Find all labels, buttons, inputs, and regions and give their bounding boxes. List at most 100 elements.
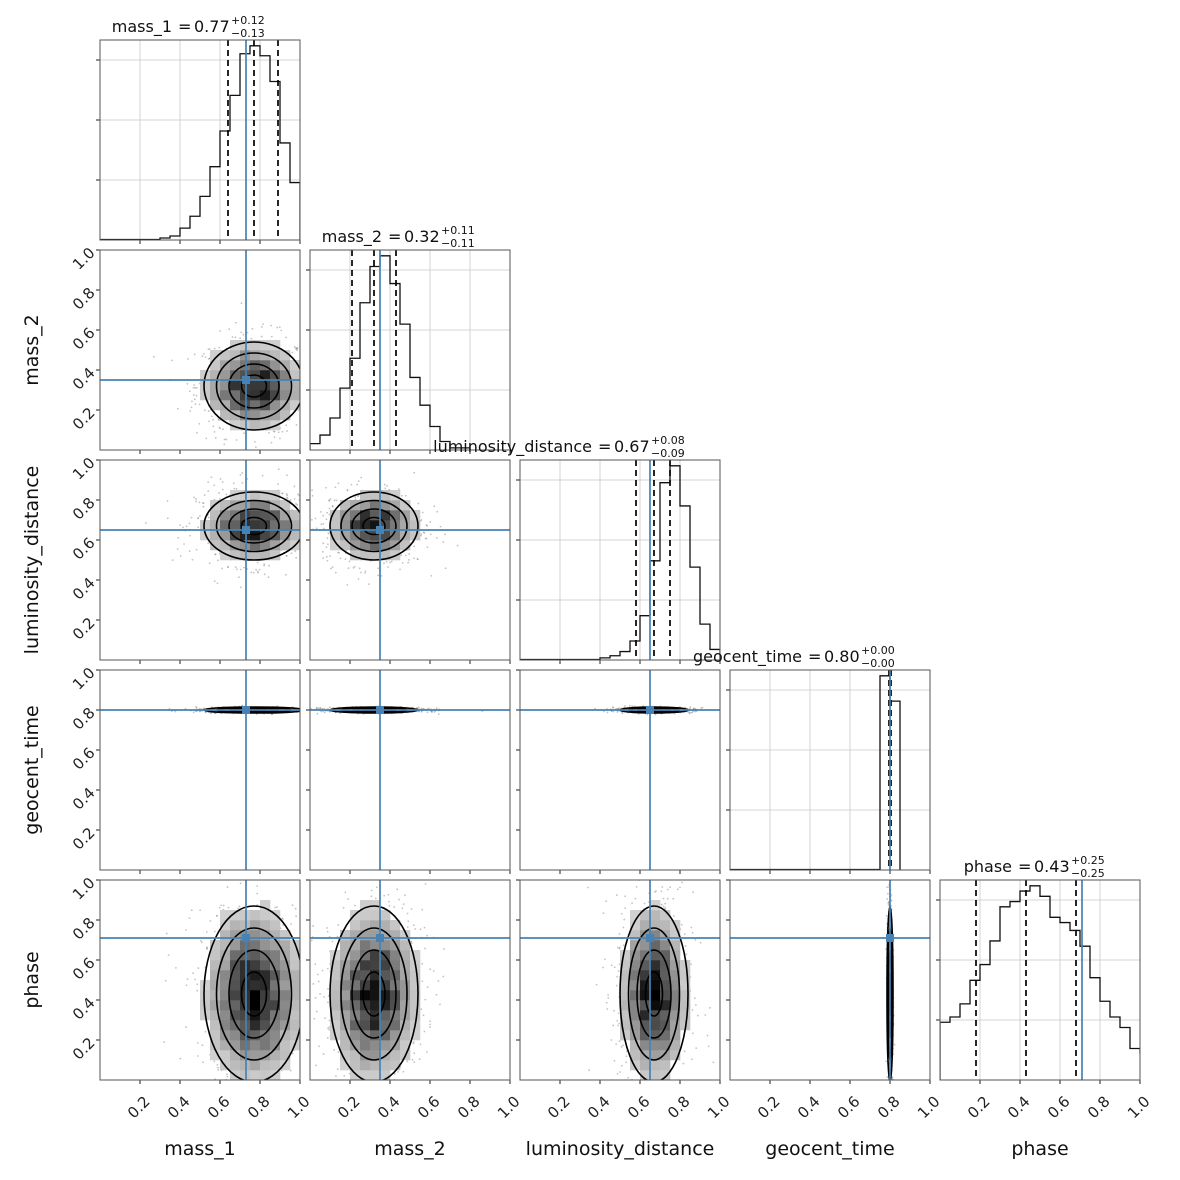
sample-point	[319, 707, 322, 710]
sample-point	[230, 1082, 232, 1084]
density-cell	[290, 510, 300, 521]
density-cell	[250, 420, 261, 431]
density-cell	[330, 530, 341, 541]
sample-point	[315, 527, 318, 530]
sample-point	[204, 711, 207, 714]
sample-point	[270, 713, 273, 716]
sample-point	[256, 570, 259, 573]
sample-point	[352, 566, 355, 569]
sample-point	[171, 359, 173, 362]
sample-point	[271, 713, 274, 716]
density-cell	[210, 390, 221, 401]
sample-point	[285, 555, 288, 557]
sample-point	[183, 543, 185, 545]
sample-point	[387, 566, 389, 568]
sample-point	[319, 707, 322, 709]
marginal-title-plus: +0.11	[441, 224, 475, 237]
sample-point	[254, 446, 257, 449]
sample-point	[179, 524, 181, 527]
density-cell	[280, 410, 291, 421]
sample-point	[320, 710, 322, 713]
sample-point	[425, 537, 428, 540]
sample-point	[313, 364, 315, 366]
sample-point	[334, 571, 337, 574]
sample-point	[344, 558, 347, 561]
sample-point	[284, 573, 287, 576]
marginal-title-plus: +0.08	[651, 434, 685, 447]
sample-point	[306, 1009, 308, 1011]
sample-point	[306, 393, 308, 395]
sample-point	[233, 487, 236, 490]
sample-point	[241, 472, 244, 474]
sample-point	[285, 336, 287, 339]
sample-point	[285, 493, 288, 495]
density-area	[153, 302, 316, 450]
sample-point	[301, 711, 303, 713]
sample-point	[253, 440, 256, 443]
panel-mass_2-vs-luminosity_distance	[289, 459, 511, 664]
sample-point	[354, 496, 357, 499]
sample-point	[293, 498, 296, 500]
density-cell	[260, 340, 271, 351]
sample-point	[289, 554, 291, 556]
density-cell	[230, 370, 241, 381]
panel-mass_2-vs-geocent_time	[306, 669, 511, 874]
sample-point	[408, 553, 411, 555]
sample-point	[302, 707, 304, 709]
y-tick-label: 0.8	[69, 704, 99, 734]
sample-point	[188, 550, 191, 552]
y-tick-label: 0.2	[69, 824, 99, 854]
sample-point	[646, 713, 649, 716]
y-tick-label: 0.2	[69, 614, 99, 644]
panel-mass_1-vs-phase: 0.2 0.4 0.6 0.8 1.0mass_10.20.40.60.81.0phas…	[21, 874, 314, 1160]
sample-point	[274, 906, 277, 909]
density-cell	[270, 510, 281, 521]
sample-point	[301, 710, 303, 712]
sample-point	[281, 430, 284, 433]
sample-point	[210, 712, 213, 715]
sample-point	[201, 1044, 204, 1047]
density-cell	[350, 510, 361, 521]
sample-point	[305, 541, 307, 543]
sample-point	[221, 488, 224, 491]
sample-point	[198, 501, 201, 504]
contour-line	[215, 499, 293, 553]
density-cell	[380, 500, 391, 511]
sample-point	[301, 359, 303, 361]
sample-point	[219, 427, 222, 430]
sample-point	[331, 566, 334, 569]
sample-point	[311, 489, 313, 492]
sample-point	[302, 708, 304, 710]
contour-line	[362, 516, 386, 536]
sample-point	[166, 500, 169, 502]
y-tick-label: 0.8	[69, 494, 99, 524]
sample-point	[314, 401, 316, 403]
sample-point	[603, 710, 606, 713]
sample-point	[217, 418, 220, 421]
sample-point	[235, 487, 238, 490]
sample-point	[295, 556, 298, 559]
density-cell	[390, 530, 401, 541]
sample-point	[214, 553, 216, 556]
sample-point	[226, 886, 229, 888]
sample-point	[307, 515, 309, 517]
density-cell	[260, 550, 271, 561]
marginal-title-eq: =	[808, 647, 821, 666]
density-cell	[210, 380, 221, 391]
y-tick-label: 0.4	[69, 784, 99, 814]
sample-point	[285, 554, 288, 557]
sample-point	[240, 302, 243, 305]
sample-point	[606, 711, 609, 714]
density-cell	[290, 370, 300, 381]
sample-point	[255, 568, 258, 571]
sample-point	[301, 710, 303, 712]
marginal-title-value: 0.67	[614, 437, 650, 456]
sample-point	[202, 505, 205, 508]
sample-point	[295, 424, 298, 426]
sample-point	[193, 394, 195, 396]
density-cell	[280, 370, 291, 381]
sample-point	[221, 481, 224, 484]
sample-point	[322, 522, 325, 525]
sample-point	[214, 553, 217, 556]
sample-point	[303, 525, 305, 527]
